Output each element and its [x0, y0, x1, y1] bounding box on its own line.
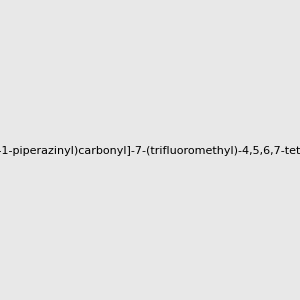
Text: 5-(4-bromophenyl)-3-[(4-methyl-1-piperazinyl)carbonyl]-7-(trifluoromethyl)-4,5,6: 5-(4-bromophenyl)-3-[(4-methyl-1-piperaz… [0, 146, 300, 157]
